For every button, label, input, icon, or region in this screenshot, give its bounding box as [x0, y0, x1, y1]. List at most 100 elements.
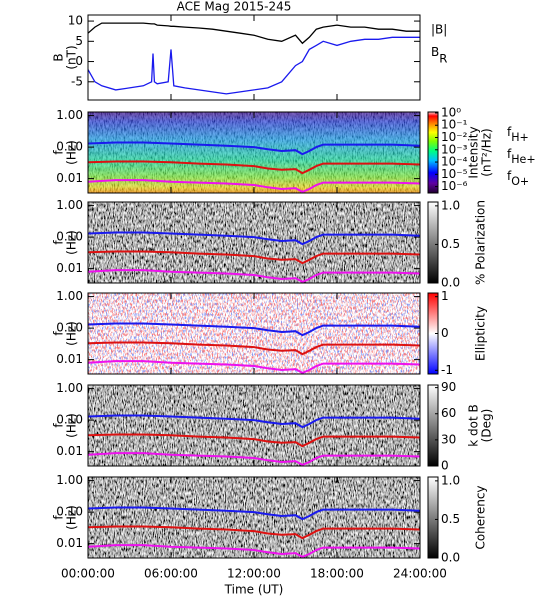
y-axis-label: (Hz)	[65, 230, 79, 255]
data-line	[88, 141, 420, 156]
colorbar-tick-label: 0.0	[441, 276, 460, 290]
data-line	[88, 160, 420, 175]
x-tick-label: 12:00:00	[227, 567, 281, 581]
y-tick-label: 0.01	[56, 444, 83, 458]
colorbar-tick-label: 10⁻⁴	[441, 155, 468, 169]
colorbar-tick-label: -1	[441, 363, 453, 377]
y-axis-label: f	[52, 240, 66, 245]
y-tick-label: 5	[75, 34, 83, 48]
colorbar-tick-label: 10⁰	[441, 105, 461, 119]
y-axis-label: (Hz)	[65, 505, 79, 530]
plot-area	[88, 322, 420, 374]
colorbar-tick-label: 0	[441, 326, 449, 340]
data-line	[88, 452, 420, 466]
colorbar-tick-label: 0.5	[441, 237, 460, 251]
colorbar	[427, 384, 439, 467]
plot-frame	[87, 384, 421, 467]
y-tick-label: 0.10	[56, 505, 83, 519]
legend-label: BR	[431, 45, 447, 65]
plot-frame	[87, 201, 421, 284]
plot-area	[88, 141, 420, 193]
data-line	[88, 341, 420, 356]
y-axis-label: f	[52, 331, 66, 336]
colorbar	[427, 201, 439, 284]
y-tick-label: 0.01	[56, 352, 83, 366]
y-tick-label: 1.00	[56, 289, 83, 303]
y-axis-label: (Hz)	[65, 413, 79, 438]
plot-frame	[87, 292, 421, 375]
colorbar-tick-label: 10⁻²	[441, 130, 468, 144]
colorbar-tick-label: 10⁻¹	[441, 118, 468, 132]
plot-area	[88, 506, 420, 558]
data-line	[88, 525, 420, 540]
y-tick-label: 1.00	[56, 108, 83, 122]
data-line	[88, 360, 420, 374]
data-line	[88, 269, 420, 283]
colorbar-tick-label: 10⁻⁶	[441, 179, 468, 193]
x-tick-label: 06:00:00	[144, 567, 198, 581]
y-axis-label: (Hz)	[65, 321, 79, 346]
data-line	[88, 414, 420, 429]
colorbar-tick-label: 1	[441, 289, 449, 303]
x-tick-label: 18:00:00	[310, 567, 364, 581]
y-axis-label: f	[52, 423, 66, 428]
y-axis-label: f	[52, 150, 66, 155]
legend-label: fO+	[507, 169, 529, 188]
data-line	[88, 36, 420, 95]
data-line	[88, 322, 420, 337]
y-tick-label: 0.10	[56, 321, 83, 335]
colorbar-label: (Deg)	[480, 409, 494, 443]
plot-frame	[87, 111, 421, 194]
data-line	[88, 544, 420, 558]
x-tick-label: 24:00:00	[393, 567, 447, 581]
y-axis-label: B	[52, 53, 66, 61]
y-tick-label: -5	[71, 74, 83, 88]
colorbar-label: Intensity	[467, 126, 481, 178]
y-tick-label: 10	[68, 14, 83, 28]
y-axis-label: (nT)	[65, 45, 79, 69]
data-line	[88, 506, 420, 521]
colorbar-tick-label: 90	[441, 380, 456, 394]
legend-label: fHe+	[507, 147, 536, 166]
y-tick-label: 1.00	[56, 198, 83, 212]
y-tick-label: 0.01	[56, 536, 83, 550]
legend-label: fH+	[507, 125, 529, 144]
plot-area	[88, 231, 420, 283]
data-line	[88, 433, 420, 448]
y-tick-label: 0.01	[56, 171, 83, 185]
plot-frame	[87, 476, 421, 559]
colorbar-tick-label: 1.0	[441, 198, 460, 212]
plot-area	[88, 414, 420, 466]
colorbar-label: Coherency	[474, 485, 488, 549]
colorbar	[427, 111, 439, 194]
y-tick-label: 0.10	[56, 230, 83, 244]
colorbar-tick-label: 0.0	[441, 551, 460, 565]
data-line	[88, 231, 420, 246]
y-axis-label: f	[52, 515, 66, 520]
colorbar-tick-label: 60	[441, 406, 456, 420]
y-tick-label: 0	[75, 54, 83, 68]
colorbar-label: % Polarization	[474, 200, 488, 285]
y-tick-label: 0.10	[56, 413, 83, 427]
x-axis-label: Time (UT)	[224, 583, 284, 597]
data-line	[88, 250, 420, 265]
colorbar-tick-label: 10⁻⁵	[441, 167, 468, 181]
y-tick-label: 1.00	[56, 381, 83, 395]
colorbar-tick-label: 10⁻³	[441, 142, 468, 156]
y-tick-label: 0.01	[56, 261, 83, 275]
colorbar-tick-label: 30	[441, 432, 456, 446]
colorbar-tick-label: 1.0	[441, 473, 460, 487]
legend-label: |B|	[431, 23, 447, 37]
x-tick-label: 00:00:00	[61, 567, 115, 581]
colorbar-label: k dot B	[467, 404, 481, 446]
colorbar-tick-label: 0.5	[441, 512, 460, 526]
data-line	[88, 179, 420, 193]
colorbar	[427, 476, 439, 559]
colorbar-tick-label: 0	[441, 459, 449, 473]
y-tick-label: 0.10	[56, 140, 83, 154]
plot-frame	[87, 14, 421, 101]
y-axis-label: (Hz)	[65, 140, 79, 165]
colorbar-label: Ellipticity	[474, 306, 488, 361]
